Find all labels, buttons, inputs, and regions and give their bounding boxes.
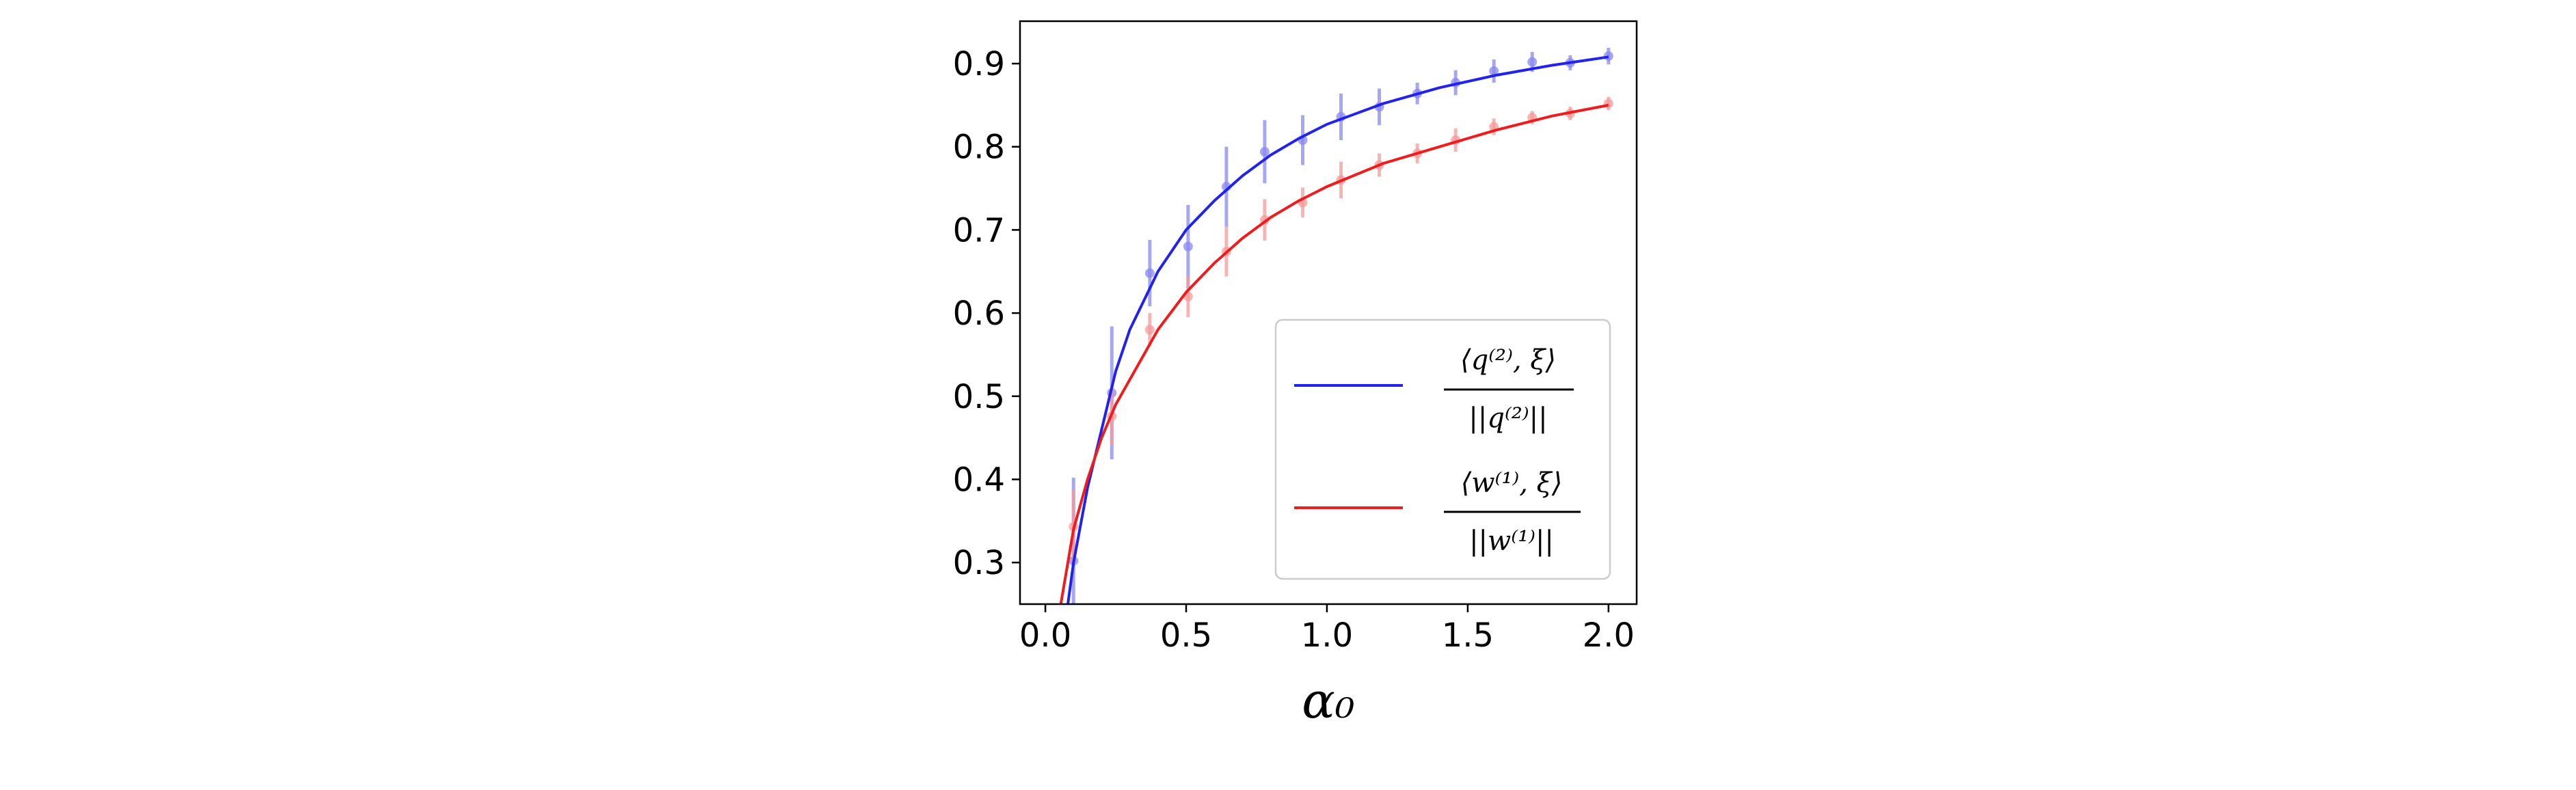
data-point-q2	[1259, 147, 1270, 157]
data-point-q2	[1183, 241, 1193, 251]
data-point-q2	[1527, 57, 1538, 67]
axis-ticks: 0.0 0.5 1.0 1.5 2.0 0.3 0.4 0.5 0.6 0.7 0.8 0.9	[953, 45, 1635, 655]
y-tick-label: 0.5	[953, 378, 1005, 416]
legend-box	[1274, 318, 1611, 580]
legend-w1-numerator: ⟨w⁽¹⁾, ξ⟩	[1461, 467, 1563, 499]
legend-q2-numerator: ⟨q⁽²⁾, ξ⟩	[1460, 344, 1556, 376]
x-tick-label: 2.0	[1583, 616, 1635, 655]
legend: ⟨q⁽²⁾, ξ⟩ ||q⁽²⁾|| ⟨w⁽¹⁾, ξ⟩ ||w⁽¹⁾||	[1274, 318, 1611, 580]
x-tick-label: 0.5	[1160, 616, 1212, 655]
legend-q2-denominator: ||q⁽²⁾||	[1468, 403, 1547, 434]
y-tick-label: 0.9	[953, 45, 1005, 83]
y-tick-label: 0.6	[953, 295, 1005, 333]
x-tick-label: 1.0	[1301, 616, 1353, 655]
fit-curve-w1	[1059, 103, 1609, 604]
y-tick-label: 0.3	[953, 544, 1005, 582]
data-point-q2	[1144, 268, 1155, 278]
y-tick-label: 0.4	[953, 461, 1005, 499]
y-tick-label: 0.8	[953, 128, 1005, 167]
x-tick-label: 1.5	[1442, 616, 1494, 655]
legend-w1-denominator: ||w⁽¹⁾||	[1469, 526, 1554, 557]
fit-curve-q2	[1066, 55, 1609, 604]
y-tick-label: 0.7	[953, 211, 1005, 249]
data-point-w1	[1144, 325, 1155, 335]
x-tick-label: 0.0	[1019, 616, 1071, 655]
x-axis-label: α₀	[1302, 672, 1354, 729]
data-point-q2	[1489, 66, 1499, 77]
plot-marks	[1059, 47, 1613, 604]
